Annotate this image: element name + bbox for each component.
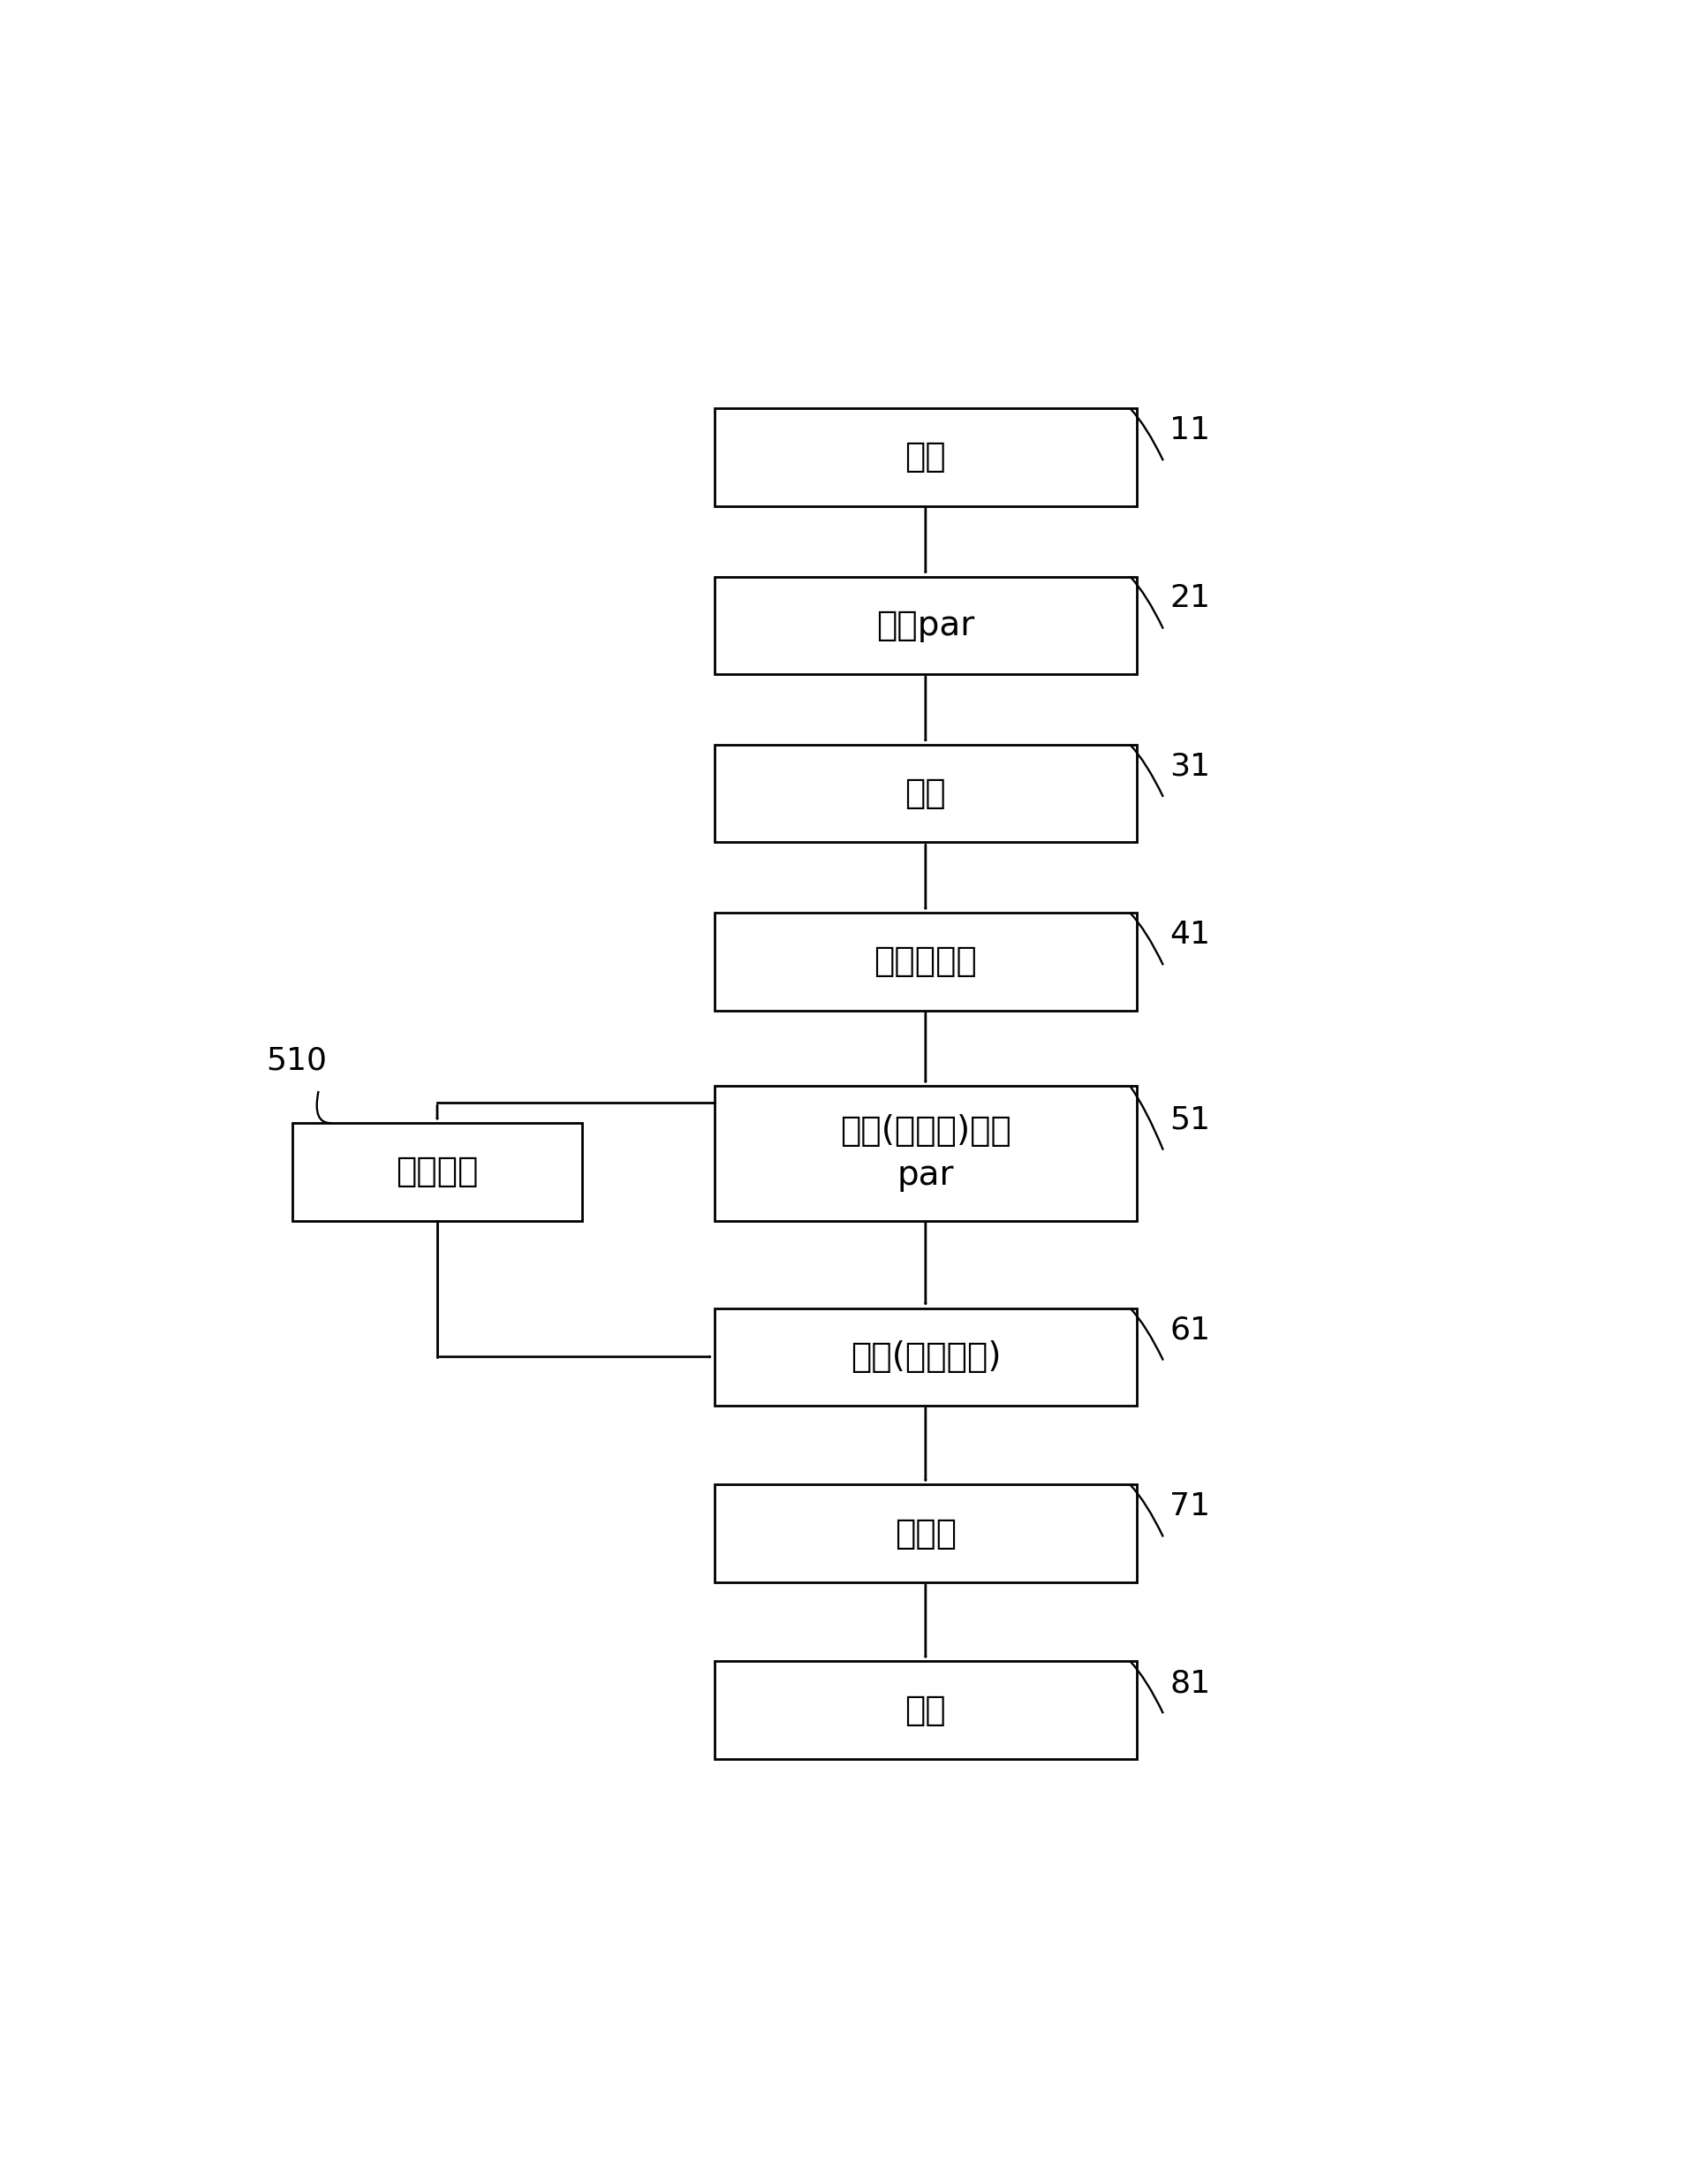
FancyBboxPatch shape — [715, 408, 1138, 507]
Text: 黄铜: 黄铜 — [904, 778, 947, 810]
FancyBboxPatch shape — [715, 745, 1138, 843]
Text: 扩散退火: 扩散退火 — [397, 1155, 479, 1188]
FancyBboxPatch shape — [715, 1085, 1138, 1221]
Text: 81: 81 — [1170, 1669, 1211, 1699]
FancyBboxPatch shape — [715, 1485, 1138, 1581]
FancyBboxPatch shape — [715, 913, 1138, 1011]
FancyBboxPatch shape — [715, 1662, 1138, 1758]
FancyBboxPatch shape — [293, 1123, 582, 1221]
Text: 31: 31 — [1170, 751, 1211, 782]
Text: 成品: 成品 — [904, 1693, 947, 1728]
Text: 冷拉(脆化断裂): 冷拉(脆化断裂) — [850, 1341, 1001, 1374]
Text: 71: 71 — [1170, 1492, 1211, 1522]
Text: 21: 21 — [1170, 583, 1211, 614]
Text: 61: 61 — [1170, 1315, 1211, 1345]
FancyBboxPatch shape — [715, 1308, 1138, 1406]
Text: 510: 510 — [266, 1046, 327, 1077]
Text: 原铜: 原铜 — [904, 441, 947, 474]
Text: 卷抽成轴心: 卷抽成轴心 — [874, 946, 978, 978]
Text: 41: 41 — [1170, 919, 1211, 950]
Text: 51: 51 — [1170, 1105, 1211, 1136]
Text: 热处理: 热处理 — [894, 1516, 957, 1551]
Text: 11: 11 — [1170, 415, 1211, 446]
FancyBboxPatch shape — [715, 577, 1138, 675]
Text: 浸镀(或电镀)加锌
par: 浸镀(或电镀)加锌 par — [840, 1114, 1012, 1192]
Text: 加锌par: 加锌par — [877, 609, 974, 642]
